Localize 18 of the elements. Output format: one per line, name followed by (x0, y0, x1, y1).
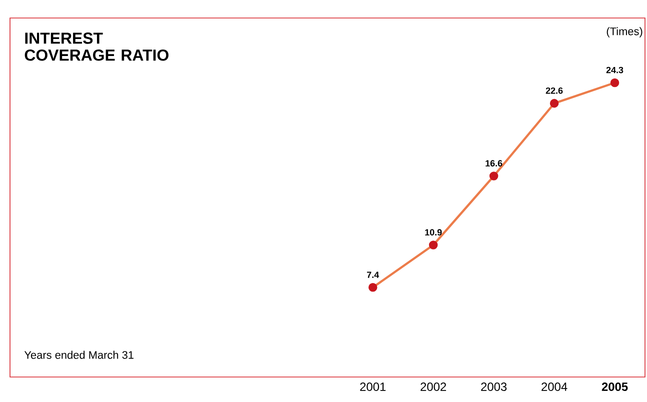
data-label: 7.4 (367, 272, 380, 278)
data-label: 16.6 (486, 160, 502, 166)
text: INTEREST COVERAGE RATIO (24, 32, 168, 61)
point (489, 172, 498, 180)
point (368, 283, 378, 292)
x-tick-label: 2005 (602, 382, 628, 391)
text: Years ended March 31 (24, 350, 134, 359)
point (610, 78, 620, 88)
data-label: 10.9 (425, 229, 442, 236)
x-tick-label: 2003 (481, 382, 507, 391)
x-tick-label: 2001 (360, 382, 386, 391)
x-tick-label: 2002 (420, 382, 446, 391)
y-axis-title: (Times) (606, 27, 642, 38)
point (428, 240, 438, 250)
data-label: 22.6 (546, 87, 563, 94)
point (550, 98, 559, 108)
x-tick-label: 2004 (542, 382, 568, 391)
data-label: 24.3 (606, 66, 624, 74)
